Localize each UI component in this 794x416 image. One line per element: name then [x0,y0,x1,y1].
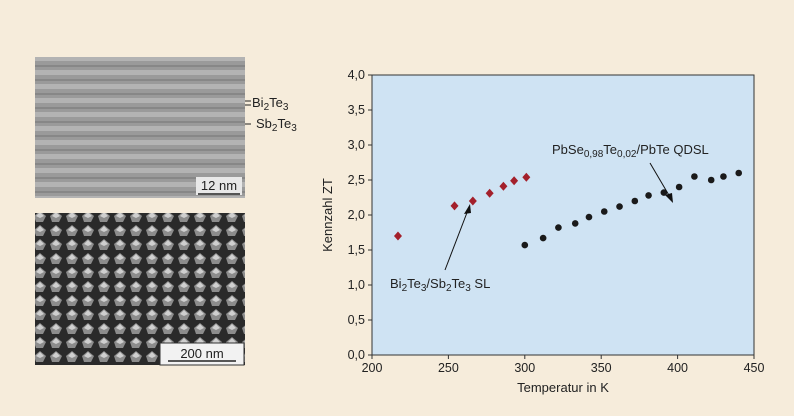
point [600,208,608,215]
text-part: Sb [256,116,272,131]
y-tick-label: 3,5 [348,103,365,117]
y-tick-label: 1,5 [348,243,365,257]
y-tick-label: 1,0 [348,278,365,292]
tem-image [35,57,245,198]
text-part: PbSe [552,142,584,157]
annotation: PbSe0,98Te0,02/PbTe QDSL [552,142,709,160]
point [616,203,623,210]
annotation-arrow [444,209,469,271]
chart: 0,0 0,5 1,0 1,5 2,0 2,5 3,0 3,5 4,0 200 250 300 350 4… [348,68,765,375]
point [660,189,668,196]
text-part: SL [471,276,491,291]
point [450,201,459,211]
subscript: 3 [291,123,297,134]
annotation-arrowhead [665,193,673,203]
scale-label: 12 nm [201,178,237,193]
subscript: 3 [421,283,427,294]
point [585,213,593,221]
subscript: 2 [272,123,278,134]
point [393,231,402,241]
scale-box [196,177,242,195]
annotation-arrow [649,162,671,198]
subscript: 0,98 [584,149,604,160]
text-part: Te [603,142,617,157]
sem-image [35,213,245,365]
y-tick-label: 2,0 [348,208,365,222]
y-tick-label: 2,5 [348,173,365,187]
subscript: 2 [264,102,270,113]
x-tick-label: 200 [362,361,383,375]
point [720,173,727,180]
point [707,176,715,184]
point [691,173,698,180]
point [571,220,579,227]
point [675,183,683,191]
y-tick-label: 3,0 [348,138,365,152]
annotation: Bi2Te3/Sb2Te3 SL [390,276,490,294]
x-tick-label: 450 [744,361,765,375]
text-part: Te [407,276,421,291]
point [645,192,652,199]
point [485,188,494,198]
subscript: 3 [283,102,289,113]
text-part: /PbTe QDSL [636,142,708,157]
x-tick-label: 250 [438,361,459,375]
subscript: 2 [402,283,408,294]
y-tick-label: 0,5 [348,313,365,327]
x-tick-label: 350 [591,361,612,375]
subscript: 0,02 [617,149,637,160]
annotation-arrowhead [464,204,471,214]
y-tick-label: 4,0 [348,68,365,82]
scale-box [159,342,245,366]
plot-area [371,74,755,356]
point [499,181,508,191]
y-tick-label: 0,0 [348,348,365,362]
point [555,224,562,231]
point [735,169,743,177]
point [631,197,639,205]
point [510,176,519,186]
text-part: Bi [252,95,264,110]
text-part: Bi [390,276,402,291]
layer-label: Sb2Te3 [256,116,297,134]
subscript: 3 [465,283,471,294]
text-part: /Sb [426,276,446,291]
x-tick-label: 400 [667,361,688,375]
y-axis-label: Kennzahl ZT [320,178,335,252]
subscript: 2 [446,283,452,294]
point [539,234,547,242]
point [468,196,477,206]
scale-label: 200 nm [180,346,223,361]
point [522,172,531,182]
text-part: Te [277,116,291,131]
layer-label: Bi2Te3 [252,95,289,113]
point [521,241,529,249]
text-part: Te [452,276,466,291]
x-axis-label: Temperatur in K [517,380,609,395]
text-part: Te [269,95,283,110]
x-tick-label: 300 [514,361,535,375]
